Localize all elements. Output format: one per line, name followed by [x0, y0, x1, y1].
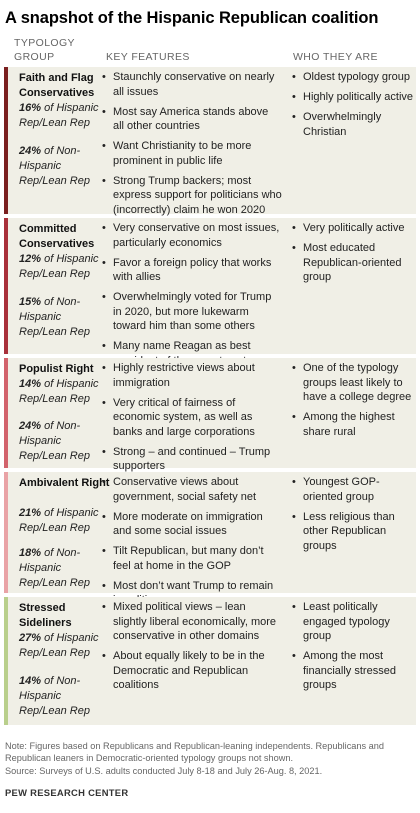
hispanic-share-pct: 14%: [19, 378, 42, 390]
who-they-are-list: Oldest typology group Highly politically…: [292, 70, 417, 145]
feature-item: Highly restrictive views about immigrati…: [102, 361, 282, 390]
hispanic-share-label: of Hispanic Rep/Lean Rep: [19, 632, 99, 659]
nonhispanic-share-pct: 18%: [19, 547, 42, 559]
who-item: Among the highest share rural: [292, 410, 417, 439]
row-group-name: Committed Conservatives: [19, 223, 95, 250]
hispanic-share: 27% of Hispanic Rep/Lean Rep: [19, 631, 111, 661]
who-item: Highly politically active: [292, 90, 417, 105]
nonhispanic-share-label: of Non-Hispanic Rep/Lean Rep: [19, 296, 90, 338]
feature-item: Most say America stands above all other …: [102, 105, 282, 134]
feature-item: More moderate on immigration and some so…: [102, 510, 282, 539]
nonhispanic-share: 24% of Non-Hispanic Rep/Lean Rep: [19, 419, 111, 464]
feature-item: Favor a foreign policy that works with a…: [102, 256, 282, 285]
credit-line: PEW RESEARCH CENTER: [5, 787, 129, 798]
nonhispanic-share-pct: 24%: [19, 420, 42, 432]
feature-item: Very conservative on most issues, partic…: [102, 221, 282, 250]
typology-row-faith-and-flag: Faith and Flag Conservatives 16% of Hisp…: [4, 67, 417, 230]
who-they-are-list: One of the typology groups least likely …: [292, 361, 417, 445]
nonhispanic-share-label: of Non-Hispanic Rep/Lean Rep: [19, 420, 90, 462]
hispanic-share: 21% of Hispanic Rep/Lean Rep: [19, 506, 111, 536]
who-item: Very politically active: [292, 221, 417, 236]
column-header-group-line1: TYPOLOGY: [14, 37, 75, 49]
hispanic-share-label: of Hispanic Rep/Lean Rep: [19, 102, 99, 129]
hispanic-share: 14% of Hispanic Rep/Lean Rep: [19, 377, 111, 407]
nonhispanic-share-pct: 15%: [19, 296, 42, 308]
nonhispanic-share-pct: 14%: [19, 675, 42, 687]
hispanic-share-label: of Hispanic Rep/Lean Rep: [19, 378, 99, 405]
key-features-list: Conservative views about government, soc…: [102, 475, 282, 613]
hispanic-share-label: of Hispanic Rep/Lean Rep: [19, 253, 99, 280]
nonhispanic-share-pct: 24%: [19, 145, 42, 157]
nonhispanic-share: 14% of Non-Hispanic Rep/Lean Rep: [19, 674, 111, 719]
who-item: One of the typology groups least likely …: [292, 361, 417, 405]
hispanic-share-pct: 12%: [19, 253, 42, 265]
hispanic-share-pct: 21%: [19, 507, 42, 519]
feature-item: Very critical of fairness of economic sy…: [102, 396, 282, 440]
column-header-who: WHO THEY ARE: [293, 51, 378, 63]
typology-row-populist-right: Populist Right 14% of Hispanic Rep/Lean …: [4, 358, 417, 472]
typology-row-committed-conservatives: Committed Conservatives 12% of Hispanic …: [4, 218, 417, 367]
who-item: Less religious than other Republican gro…: [292, 510, 417, 554]
who-item: Oldest typology group: [292, 70, 417, 85]
feature-item: Staunchly conservative on nearly all iss…: [102, 70, 282, 99]
column-header-group-line2: GROUP: [14, 51, 55, 63]
key-features-list: Mixed political views – lean slightly li…: [102, 600, 282, 698]
row-group-name: Ambivalent Right: [19, 477, 110, 489]
source-line: Source: Surveys of U.S. adults conducted…: [5, 766, 323, 776]
nonhispanic-share-label: of Non-Hispanic Rep/Lean Rep: [19, 675, 90, 717]
nonhispanic-share: 15% of Non-Hispanic Rep/Lean Rep: [19, 295, 111, 340]
key-features-list: Very conservative on most issues, partic…: [102, 221, 282, 374]
hispanic-share: 16% of Hispanic Rep/Lean Rep: [19, 101, 111, 131]
nonhispanic-share: 24% of Non-Hispanic Rep/Lean Rep: [19, 144, 111, 189]
row-group-name: Stressed Sideliners: [19, 602, 72, 629]
who-item: Overwhelmingly Christian: [292, 110, 417, 139]
hispanic-share-pct: 27%: [19, 632, 42, 644]
feature-item: Conservative views about government, soc…: [102, 475, 282, 504]
feature-item: About equally likely to be in the Democr…: [102, 649, 282, 693]
feature-item: Strong – and continued – Trump supporter…: [102, 445, 282, 474]
typology-row-ambivalent-right: Ambivalent Right 21% of Hispanic Rep/Lea…: [4, 472, 417, 606]
who-item: Most educated Republican-oriented group: [292, 241, 417, 285]
who-they-are-list: Very politically active Most educated Re…: [292, 221, 417, 290]
hispanic-share-pct: 16%: [19, 102, 42, 114]
who-item: Youngest GOP-oriented group: [292, 475, 417, 504]
row-group-name: Faith and Flag Conservatives: [19, 72, 95, 99]
feature-item: Mixed political views – lean slightly li…: [102, 600, 282, 644]
nonhispanic-share: 18% of Non-Hispanic Rep/Lean Rep: [19, 546, 111, 591]
feature-item: Tilt Republican, but many don’t feel at …: [102, 544, 282, 573]
who-item: Among the most financially stressed grou…: [292, 649, 417, 693]
column-header-group: TYPOLOGY GROUP: [14, 36, 75, 64]
nonhispanic-share-label: of Non-Hispanic Rep/Lean Rep: [19, 145, 90, 187]
feature-item: Want Christianity to be more prominent i…: [102, 139, 282, 168]
key-features-list: Highly restrictive views about immigrati…: [102, 361, 282, 479]
nonhispanic-share-label: of Non-Hispanic Rep/Lean Rep: [19, 547, 90, 589]
typology-row-stressed-sideliners: Stressed Sideliners 27% of Hispanic Rep/…: [4, 597, 416, 725]
who-they-are-list: Youngest GOP-oriented group Less religio…: [292, 475, 417, 559]
page-title: A snapshot of the Hispanic Republican co…: [5, 9, 379, 27]
hispanic-share: 12% of Hispanic Rep/Lean Rep: [19, 252, 111, 282]
column-header-features: KEY FEATURES: [106, 51, 190, 63]
key-features-list: Staunchly conservative on nearly all iss…: [102, 70, 282, 237]
hispanic-share-label: of Hispanic Rep/Lean Rep: [19, 507, 99, 534]
who-item: Least politically engaged typology group: [292, 600, 417, 644]
row-group-name: Populist Right: [19, 363, 94, 375]
feature-item: Overwhelmingly voted for Trump in 2020, …: [102, 290, 282, 334]
who-they-are-list: Least politically engaged typology group…: [292, 600, 417, 698]
footnote: Note: Figures based on Republicans and R…: [5, 741, 384, 764]
